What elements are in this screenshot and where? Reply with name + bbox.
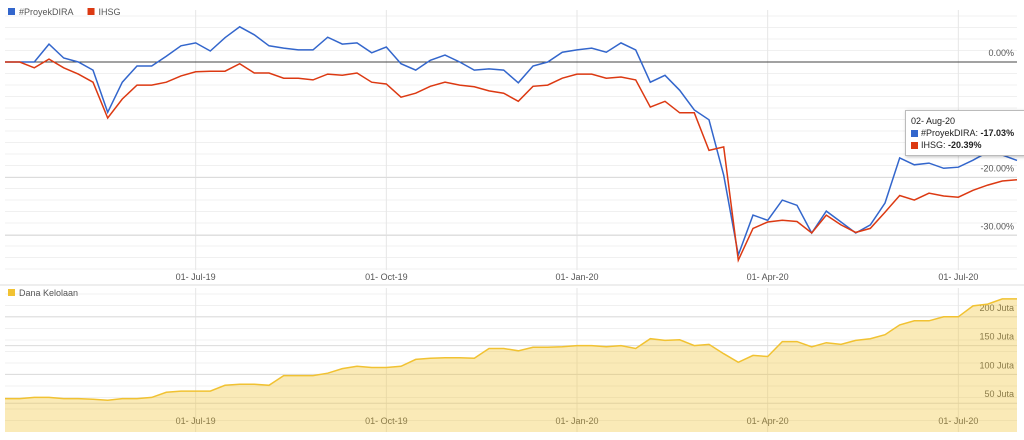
line [5,58,1018,263]
y-tick-label: 100 Juta [979,360,1014,370]
x-tick-label: 01- Jul-20 [938,416,978,426]
tooltip-label: #ProyekDIRA: [921,128,979,138]
x-tick-label: 01- Oct-19 [365,416,408,426]
legend-label: #ProyekDIRA [19,7,74,17]
tooltip-row: #ProyekDIRA: -17.03% [911,127,1019,139]
line [5,298,1017,402]
x-tick-label: 01- Apr-20 [747,272,789,282]
y-tick-label: 0.00% [988,48,1014,58]
tooltip-row: IHSG: -20.39% [911,139,1019,151]
x-tick-label: 01- Jul-19 [176,272,216,282]
tooltip-swatch [911,141,918,149]
legend-label: Dana Kelolaan [19,288,78,298]
legend-label: IHSG [99,7,121,17]
y-tick-label: 150 Juta [979,332,1014,342]
x-tick-label: 01- Jan-20 [555,272,598,282]
legend-swatch [87,8,95,15]
x-tick-label: 01- Jul-19 [176,416,216,426]
line [5,25,1018,258]
x-tick-label: 01- Apr-20 [747,416,789,426]
y-tick-label: 200 Juta [979,303,1014,313]
area [5,298,1017,432]
tooltip-label: IHSG: [921,140,946,150]
legend-swatch [8,289,15,296]
tooltip-value: -17.03% [980,128,1015,138]
tooltip: 02- Aug-20 #ProyekDIRA: -17.03% IHSG: -2… [905,110,1024,156]
x-tick-label: 01- Oct-19 [365,272,408,282]
y-tick-label: 50 Juta [984,389,1014,399]
x-tick-label: 01- Jul-20 [938,272,978,282]
legend-swatch [8,8,15,15]
tooltip-title: 02- Aug-20 [911,116,956,126]
tooltip-value: -20.39% [948,140,982,150]
x-tick-label: 01- Jan-20 [555,416,598,426]
y-tick-label: -30.00% [980,221,1014,231]
tooltip-swatch [911,129,918,137]
y-tick-label: -20.00% [980,164,1014,174]
